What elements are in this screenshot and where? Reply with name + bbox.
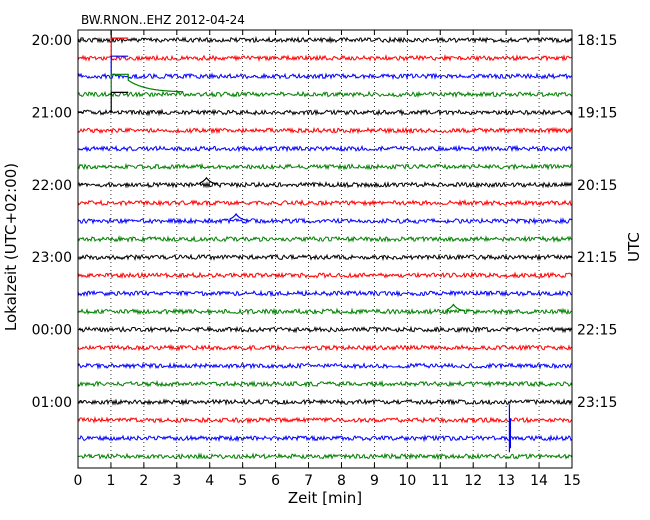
event-6 xyxy=(229,213,249,221)
left-tick-label: 21:00 xyxy=(32,105,72,121)
x-tick-label: 9 xyxy=(370,473,379,489)
event-7 xyxy=(446,303,466,312)
trace-0 xyxy=(78,35,572,44)
trace-16 xyxy=(78,325,572,334)
event-2 xyxy=(110,55,129,77)
x-tick-label: 13 xyxy=(497,473,515,489)
right-tick-label: 22:15 xyxy=(577,323,617,339)
trace-3 xyxy=(78,90,572,99)
x-tick-label: 5 xyxy=(238,473,247,489)
right-tick-label: 18:15 xyxy=(577,33,617,49)
trace-18 xyxy=(78,362,572,370)
trace-20 xyxy=(78,398,572,407)
x-tick-label: 11 xyxy=(431,473,449,489)
trace-6 xyxy=(78,144,572,153)
trace-1 xyxy=(78,53,572,62)
left-tick-label: 01:00 xyxy=(32,395,72,411)
trace-12 xyxy=(78,253,572,262)
x-tick-label: 12 xyxy=(464,473,482,489)
x-tick-label: 15 xyxy=(563,473,581,489)
x-axis-label: Zeit [min] xyxy=(288,489,362,507)
event-3 xyxy=(110,73,184,95)
x-tick-label: 4 xyxy=(205,473,214,489)
axis-ticks: 0 1 2 3 4 5 6 7 8 9 10 11 12 13 14 1520:0021:0022:0023:… xyxy=(32,30,617,489)
right-axis-label: UTC xyxy=(625,232,643,262)
trace-9 xyxy=(78,198,572,208)
event-1 xyxy=(110,37,129,59)
x-tick-label: 6 xyxy=(271,473,280,489)
chart-title: BW.RNON..EHZ 2012-04-24 xyxy=(81,13,245,27)
x-tick-label: 7 xyxy=(304,473,313,489)
right-tick-label: 20:15 xyxy=(577,178,617,194)
trace-5 xyxy=(78,126,572,135)
x-tick-label: 8 xyxy=(337,473,346,489)
trace-4 xyxy=(78,108,572,117)
trace-13 xyxy=(78,271,572,279)
trace-11 xyxy=(78,235,572,243)
trace-2 xyxy=(78,72,572,81)
x-tick-label: 3 xyxy=(172,473,181,489)
x-tick-label: 1 xyxy=(106,473,115,489)
trace-17 xyxy=(78,343,572,352)
seismic-events xyxy=(110,30,512,453)
right-tick-label: 23:15 xyxy=(577,395,617,411)
x-tick-label: 14 xyxy=(530,473,548,489)
plot-frame xyxy=(77,29,573,469)
plot-background xyxy=(78,30,572,468)
left-tick-label: 20:00 xyxy=(32,33,72,49)
trace-22 xyxy=(78,434,572,443)
trace-19 xyxy=(78,379,572,388)
x-tick-label: 2 xyxy=(139,473,148,489)
event-8 xyxy=(508,404,512,453)
trace-10 xyxy=(78,216,572,226)
left-axis-label: Lokalzeit (UTC+02:00) xyxy=(2,163,20,331)
trace-7 xyxy=(78,162,572,171)
event-5 xyxy=(199,176,219,185)
left-tick-label: 00:00 xyxy=(32,323,72,339)
event-4 xyxy=(110,91,129,113)
trace-23 xyxy=(78,452,572,461)
trace-8 xyxy=(78,180,572,189)
x-tick-label: 10 xyxy=(398,473,416,489)
right-tick-label: 21:15 xyxy=(577,250,617,266)
trace-14 xyxy=(78,289,572,298)
left-tick-label: 22:00 xyxy=(32,178,72,194)
right-tick-label: 19:15 xyxy=(577,105,617,121)
trace-15 xyxy=(78,307,572,316)
x-tick-label: 0 xyxy=(74,473,83,489)
trace-21 xyxy=(78,415,572,425)
seismic-traces xyxy=(78,35,572,461)
left-tick-label: 23:00 xyxy=(32,250,72,266)
